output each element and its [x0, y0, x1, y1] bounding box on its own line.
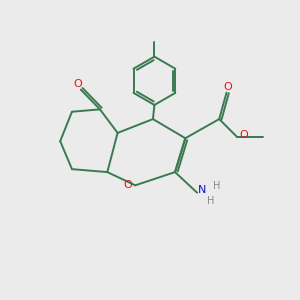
Text: O: O	[73, 79, 82, 89]
Text: N: N	[198, 185, 207, 195]
Text: O: O	[124, 180, 132, 190]
Text: O: O	[239, 130, 248, 140]
Text: H: H	[207, 196, 214, 206]
Text: H: H	[213, 181, 220, 191]
Text: O: O	[224, 82, 233, 92]
